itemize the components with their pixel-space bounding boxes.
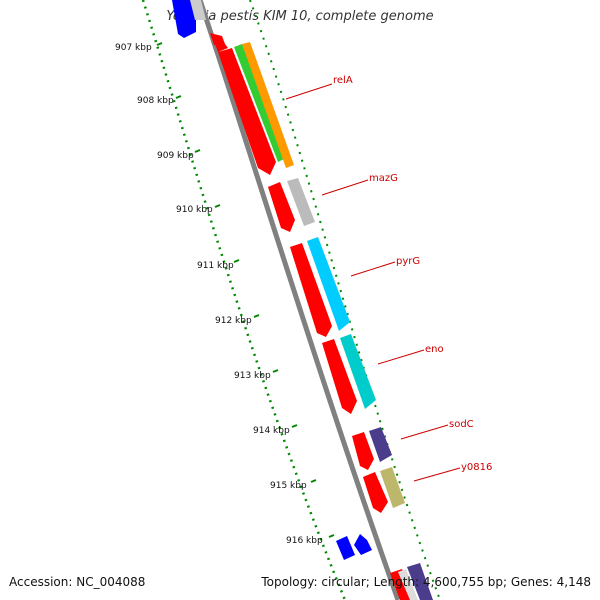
gene-blue-1[interactable] bbox=[336, 536, 355, 560]
gene-relA-green[interactable] bbox=[234, 44, 286, 162]
callout-line-eno bbox=[377, 349, 425, 365]
gene-mazG-gray[interactable] bbox=[287, 178, 315, 226]
topology-text: Topology: circular; Length: 4,600,755 bp… bbox=[261, 575, 591, 589]
gene-purple-bottom[interactable] bbox=[407, 563, 433, 600]
tick-label: 914 kbp bbox=[253, 426, 290, 436]
callout-line-y0816 bbox=[413, 467, 461, 482]
gene-small-red-1[interactable] bbox=[210, 33, 225, 45]
gene-blue-top[interactable] bbox=[172, 0, 196, 38]
gene-y0816-red[interactable] bbox=[363, 472, 388, 513]
callout-line-pyrG bbox=[350, 261, 396, 277]
gene-label-relA: relA bbox=[333, 75, 353, 86]
genome-backbone bbox=[197, 0, 401, 600]
gene-y0816-khaki[interactable] bbox=[380, 467, 405, 508]
tick-label: 913 kbp bbox=[234, 371, 271, 381]
gene-mazG-red[interactable] bbox=[268, 182, 295, 232]
gene-pyrG-red[interactable] bbox=[290, 243, 332, 337]
gene-gray-bottom[interactable] bbox=[398, 569, 418, 600]
tick-label: 909 kbp bbox=[157, 151, 194, 161]
callout-line-sodC bbox=[400, 424, 449, 440]
gene-eno-teal[interactable] bbox=[340, 334, 376, 409]
gene-relA-orange[interactable] bbox=[242, 42, 294, 168]
ruler-axis bbox=[141, 0, 347, 600]
tick-label: 916 kbp bbox=[286, 536, 323, 546]
gene-label-sodC: sodC bbox=[449, 419, 474, 430]
gene-relA-red[interactable] bbox=[218, 48, 276, 175]
ruler-ticks: 907 kbp 908 kbp 909 kbp 910 kbp 911 kbp … bbox=[115, 42, 335, 546]
gene-small-red-2[interactable] bbox=[215, 44, 228, 52]
tick-label: 912 kbp bbox=[215, 316, 252, 326]
gene-label-pyrG: pyrG bbox=[396, 256, 420, 267]
tick-label: 915 kbp bbox=[270, 481, 307, 491]
gene-sodC-red[interactable] bbox=[352, 432, 374, 470]
callout-line-mazG bbox=[321, 179, 369, 196]
outer-guide bbox=[249, 0, 441, 600]
gene-red-bottom[interactable] bbox=[390, 569, 412, 600]
tick-label: 911 kbp bbox=[197, 261, 234, 271]
gene-label-y0816: y0816 bbox=[461, 462, 492, 473]
gene-gray-top[interactable] bbox=[190, 0, 206, 20]
gene-pyrG-cyan[interactable] bbox=[307, 237, 350, 331]
map-title: Yersinia pestis KIM 10, complete genome bbox=[166, 9, 434, 24]
gene-sodC-purple[interactable] bbox=[369, 427, 392, 462]
callout-line-relA bbox=[285, 83, 333, 100]
gene-eno-red[interactable] bbox=[322, 339, 357, 414]
tick-label: 908 kbp bbox=[137, 96, 174, 106]
gene-label-eno: eno bbox=[425, 344, 444, 355]
accession-text: Accession: NC_004088 bbox=[9, 575, 146, 589]
tick-label: 907 kbp bbox=[115, 43, 152, 53]
gene-label-mazG: mazG bbox=[369, 173, 398, 184]
gene-blue-2[interactable] bbox=[354, 534, 372, 555]
tick-label: 910 kbp bbox=[176, 205, 213, 215]
